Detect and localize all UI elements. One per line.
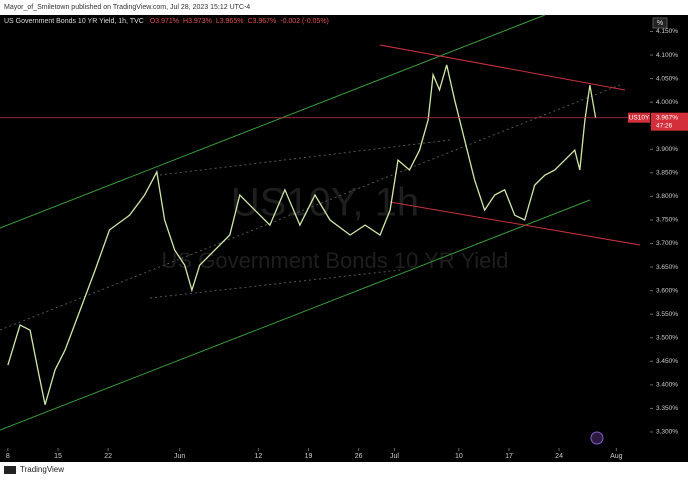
watermark-name: US Government Bonds 10 YR Yield — [162, 248, 509, 273]
y-tick-label: 3.850% — [656, 170, 678, 177]
y-tick-label: 4.100% — [656, 52, 678, 59]
price-axis-background — [650, 15, 688, 448]
x-tick-label: 17 — [505, 453, 513, 460]
resistance-line — [379, 44, 626, 91]
ohlc-value: C3.967% — [247, 18, 276, 25]
ohlc-value: L3.965% — [216, 18, 244, 25]
x-tick-label: 24 — [555, 453, 563, 460]
support-line — [389, 201, 641, 246]
y-tick-label: 4.150% — [656, 28, 678, 35]
x-tick-label: 22 — [104, 453, 112, 460]
y-tick-label: 3.750% — [656, 217, 678, 224]
price-line — [7, 64, 597, 405]
y-tick-label: 4.000% — [656, 99, 678, 106]
plot-background — [0, 15, 650, 448]
x-tick-label: 10 — [455, 453, 463, 460]
x-tick-label: Jun — [174, 453, 185, 460]
dotted-line — [149, 269, 401, 299]
y-tick-label: 3.350% — [656, 405, 678, 412]
ohlc-value: H3.973% — [183, 18, 212, 25]
x-tick-label: 15 — [54, 453, 62, 460]
y-tick-label: 3.400% — [656, 382, 678, 389]
y-tick-label: 3.300% — [656, 429, 678, 436]
footer-logo — [4, 466, 16, 474]
y-tick-label: 3.650% — [656, 264, 678, 271]
y-tick-label: 3.550% — [656, 311, 678, 318]
x-tick-label: Jul — [390, 453, 399, 460]
countdown-label: 47:26 — [656, 122, 673, 129]
trend-channel-mid — [0, 84, 621, 331]
ohlc-value: O3.971% — [150, 18, 179, 25]
scale-button[interactable] — [652, 17, 668, 29]
drawings — [0, 14, 641, 431]
ohlc-value: -0.002 (-0.05%) — [280, 18, 329, 25]
scale-button-label[interactable]: % — [657, 20, 663, 27]
y-tick-label: 3.800% — [656, 193, 678, 200]
footer-brand: TradingView — [20, 465, 64, 474]
last-price-label: 3.967% — [656, 114, 678, 121]
event-icon[interactable] — [590, 431, 604, 445]
y-tick-label: 3.900% — [656, 146, 678, 153]
x-tick-label: Aug — [610, 453, 623, 460]
y-tick-label: 3.700% — [656, 240, 678, 247]
x-tick-label: 26 — [355, 453, 363, 460]
symbol-label: US10Y — [629, 114, 650, 121]
x-tick-label: 19 — [305, 453, 313, 460]
publisher-header: Mayor_of_Smiletown published on TradingV… — [4, 4, 250, 11]
y-tick-label: 3.500% — [656, 334, 678, 341]
time-axis-background — [0, 448, 688, 462]
y-tick-label: 3.600% — [656, 287, 678, 294]
last-price-badge — [628, 112, 650, 123]
y-tick-label: 3.450% — [656, 358, 678, 365]
price-badge — [651, 112, 688, 131]
chart-title: US Government Bonds 10 YR Yield, 1h, TVC — [4, 18, 144, 25]
x-tick-label: 8 — [6, 453, 10, 460]
dotted-line — [159, 139, 451, 176]
trend-channel-upper — [0, 14, 546, 229]
y-tick-label: 4.050% — [656, 75, 678, 82]
x-tick-label: 12 — [255, 453, 263, 460]
trend-channel-lower — [0, 199, 591, 431]
